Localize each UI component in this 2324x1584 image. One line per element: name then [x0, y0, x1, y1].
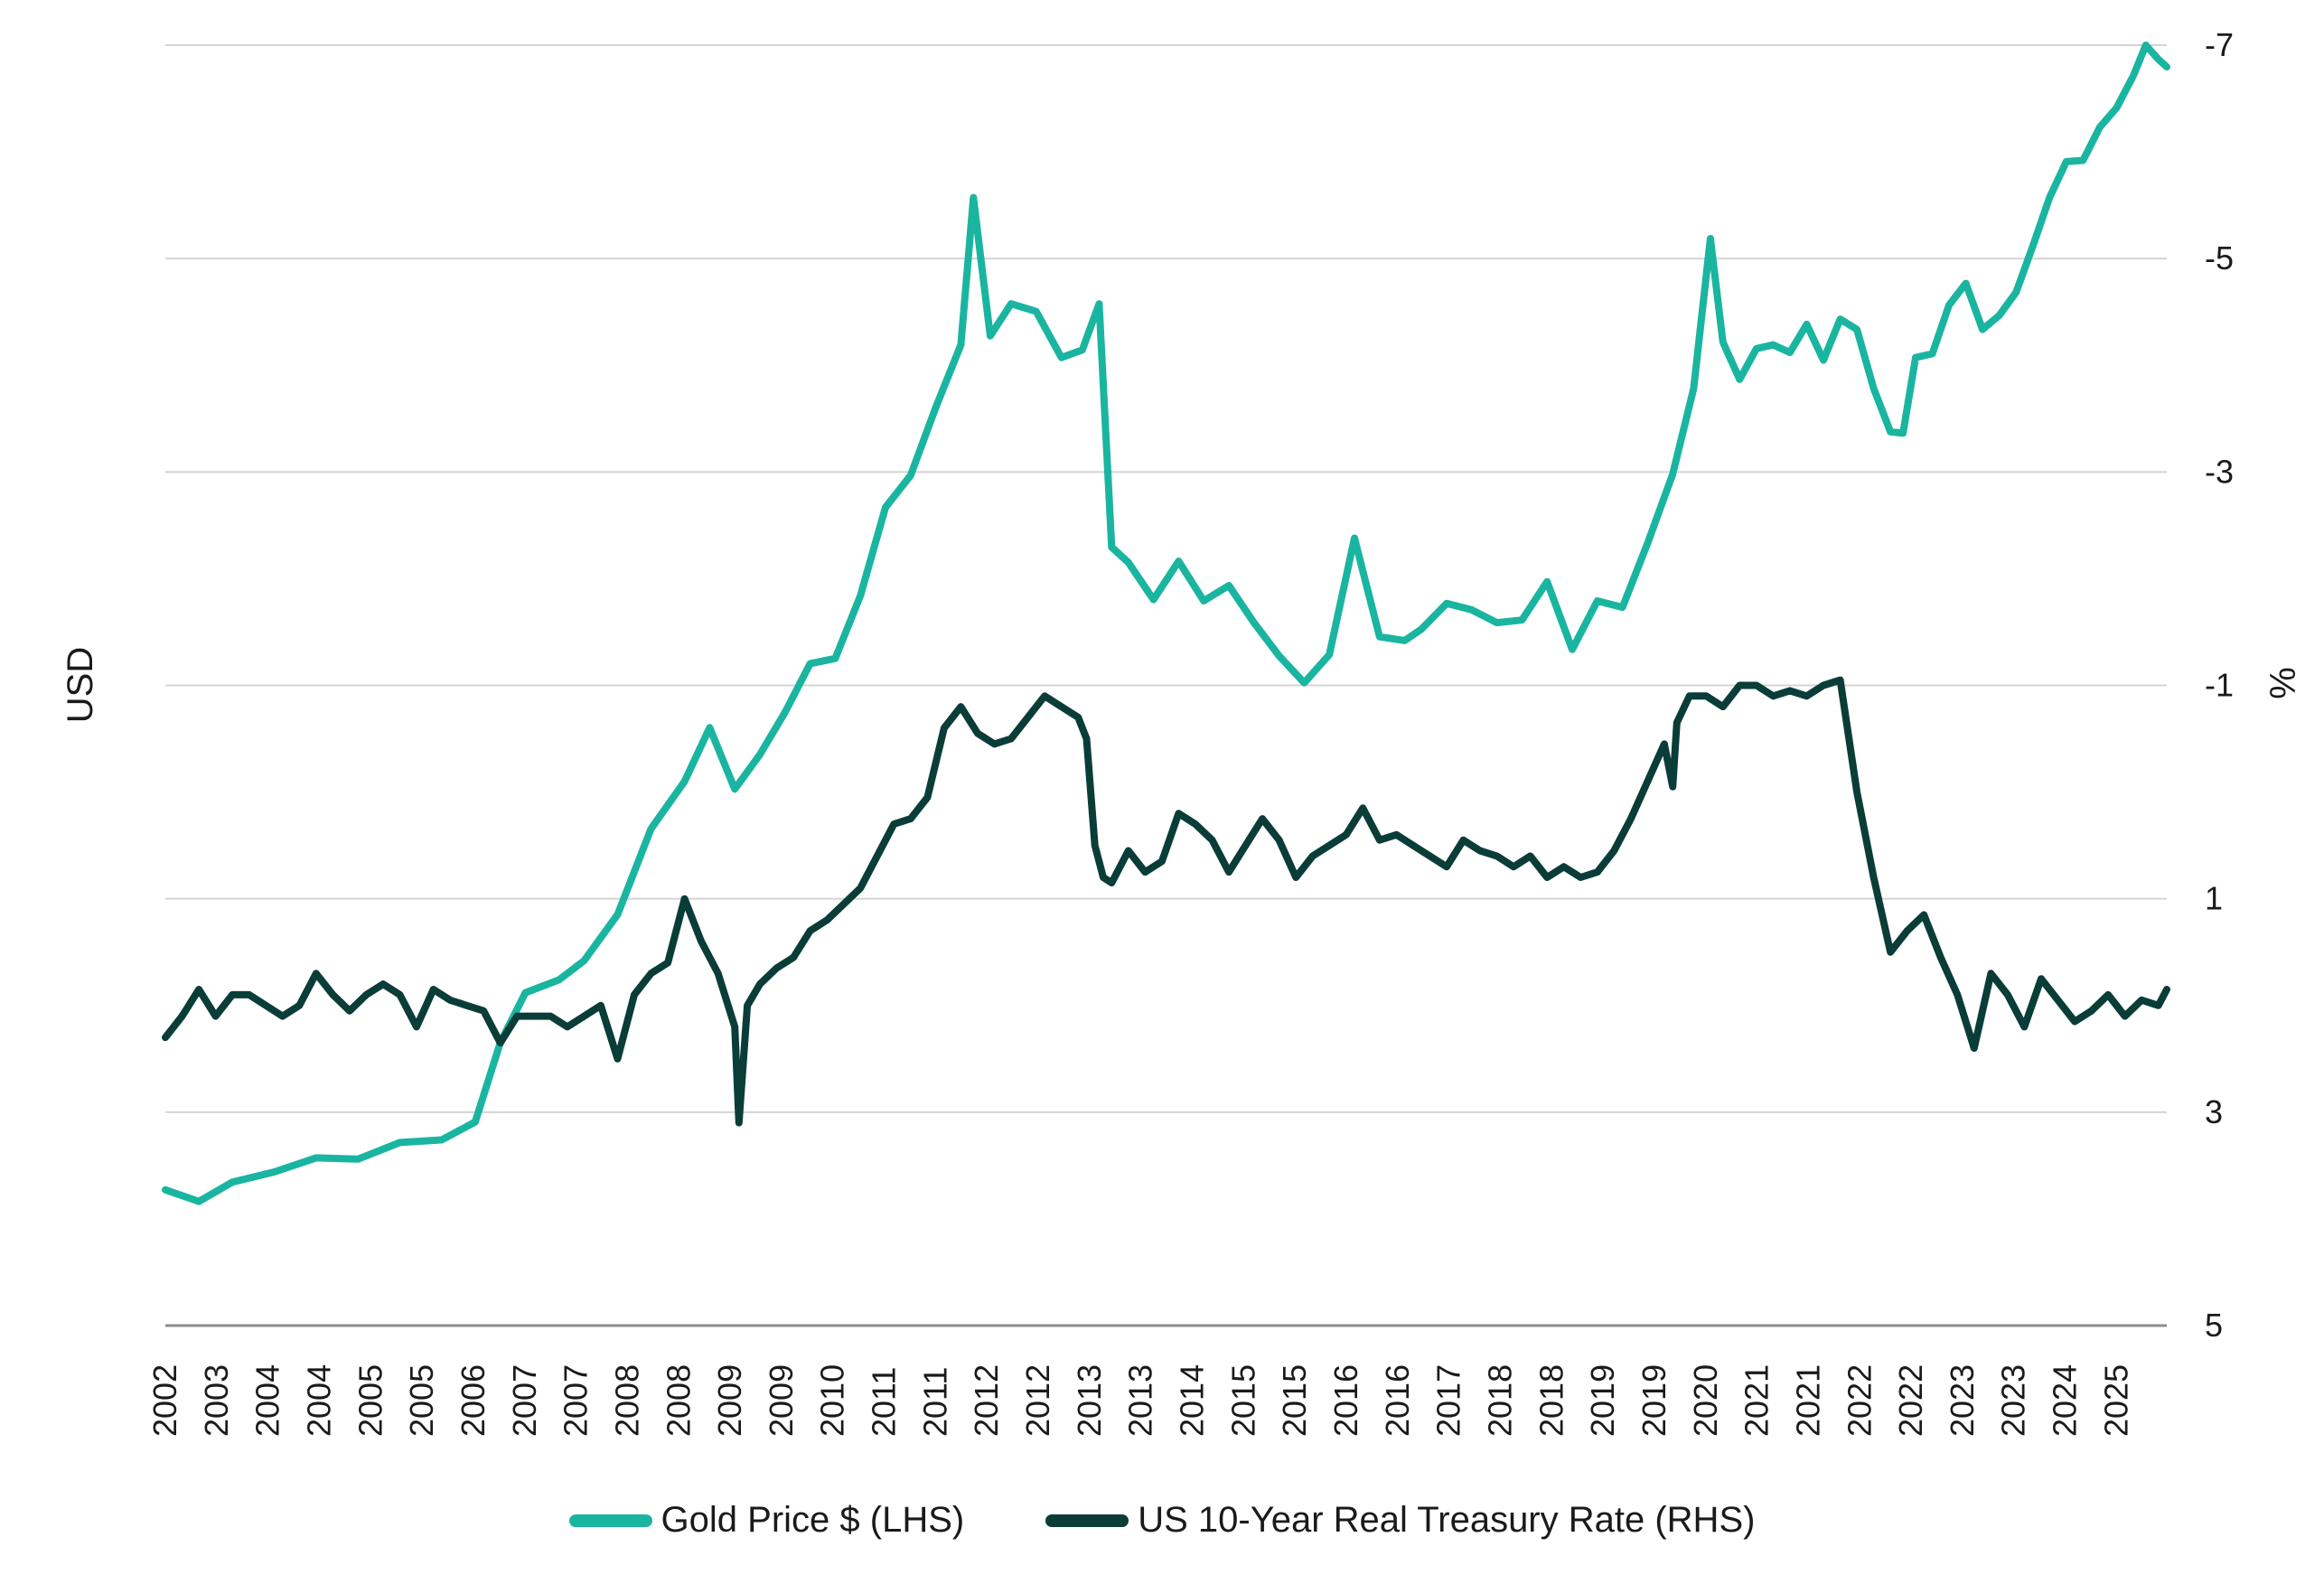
legend-swatch-real-rate: [1045, 1514, 1129, 1527]
series-line-gold-price: [162, 42, 2170, 1205]
x-tick-label: 2008: [660, 1364, 697, 1437]
x-tick-label: 2006: [454, 1364, 492, 1437]
x-tick-label: 2015: [1276, 1364, 1313, 1437]
series-line-real-treasury-rate: [162, 676, 2170, 1127]
x-tick-label: 2009: [763, 1364, 800, 1437]
tick-labels: -7 -5 -3 -1 1 3 5 2002 2003 2004 2004 2005 2005 2006 2…: [146, 26, 2234, 1437]
series-lines: [162, 42, 2170, 1205]
x-tick-label: 2021: [1789, 1364, 1826, 1437]
x-tick-label: 2010: [814, 1364, 851, 1437]
x-tick-label: 2018: [1481, 1364, 1518, 1437]
y2-tick-label: 3: [2205, 1093, 2223, 1130]
x-tick-label: 2025: [2097, 1364, 2134, 1437]
x-tick-label: 2005: [403, 1364, 440, 1437]
x-tick-label: 2011: [866, 1367, 903, 1437]
legend-label-gold: Gold Price $ (LHS): [661, 1500, 965, 1540]
x-tick-label: 2013: [1071, 1364, 1108, 1437]
legend-swatch-gold: [568, 1514, 652, 1527]
legend: Gold Price $ (LHS) US 10-Year Real Treas…: [0, 1500, 2324, 1541]
legend-label-real-rate: US 10-Year Real Treasury Rate (RHS): [1138, 1500, 1756, 1540]
x-tick-label: 2012: [1019, 1364, 1056, 1437]
x-tick-label: 2014: [1174, 1364, 1211, 1437]
y2-tick-label: 1: [2205, 880, 2223, 917]
x-tick-label: 2019: [1635, 1364, 1673, 1437]
x-tick-label: 2024: [2047, 1364, 2084, 1437]
gridlines: [165, 44, 2167, 1327]
x-tick-label: 2009: [711, 1364, 748, 1437]
legend-item-gold: Gold Price $ (LHS): [568, 1500, 965, 1541]
x-tick-label: 2016: [1327, 1364, 1364, 1437]
x-tick-label: 2023: [1995, 1364, 2032, 1437]
x-tick-label: 2023: [1944, 1364, 1981, 1437]
x-tick-label: 2003: [198, 1364, 235, 1437]
x-tick-label: 2021: [1738, 1364, 1776, 1437]
x-tick-label: 2018: [1532, 1364, 1570, 1437]
y2-tick-label: -3: [2205, 453, 2234, 490]
x-tick-label: 2011: [916, 1367, 953, 1437]
x-tick-label: 2004: [300, 1364, 337, 1437]
x-tick-label: 2008: [608, 1364, 645, 1437]
x-tick-label: 2020: [1687, 1364, 1724, 1437]
x-tick-label: 2002: [146, 1364, 183, 1437]
y-axis-title-left: USD: [61, 647, 100, 723]
x-tick-label: 2017: [1430, 1364, 1467, 1437]
y2-tick-label: -5: [2205, 239, 2234, 276]
legend-item-real-rate: US 10-Year Real Treasury Rate (RHS): [1045, 1500, 1755, 1541]
x-tick-label: 2019: [1584, 1364, 1621, 1437]
x-tick-label: 2012: [968, 1364, 1005, 1437]
y-axis-title-right: %: [2262, 667, 2301, 699]
x-tick-label: 2007: [506, 1364, 543, 1437]
x-tick-label: 2022: [1892, 1364, 1929, 1437]
x-tick-label: 2005: [351, 1364, 389, 1437]
x-tick-label: 2015: [1224, 1364, 1261, 1437]
x-tick-label: 2004: [249, 1364, 286, 1437]
y2-tick-label: -1: [2205, 667, 2234, 704]
axes: USD %: [61, 647, 2301, 723]
x-tick-label: 2013: [1122, 1364, 1159, 1437]
x-tick-label: 2022: [1841, 1364, 1878, 1437]
x-tick-label: 2007: [558, 1364, 595, 1437]
x-tick-label: 2016: [1379, 1364, 1416, 1437]
y2-tick-label: -7: [2205, 26, 2234, 63]
y2-tick-label: 5: [2205, 1307, 2223, 1344]
